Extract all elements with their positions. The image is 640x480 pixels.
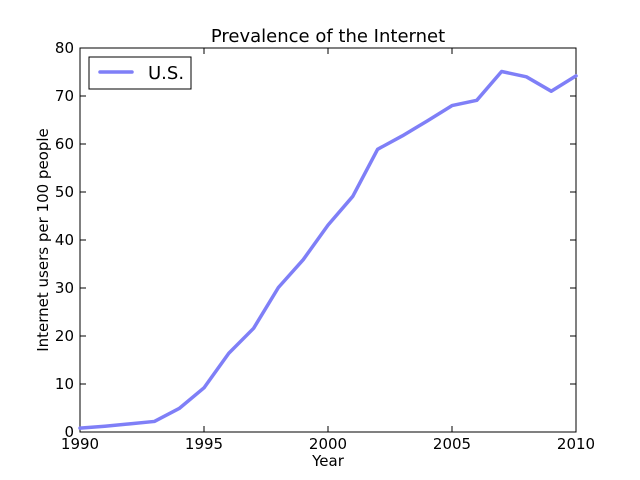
y-tick-label: 20 — [55, 327, 74, 345]
x-tick-label: 2005 — [433, 435, 471, 453]
plot-area: 1990 1995 2000 2005 2010 0 10 20 30 40 50 60 70 80 — [55, 39, 595, 453]
plot-frame — [79, 47, 577, 433]
x-tick-label: 1995 — [185, 435, 223, 453]
y-tick-label: 30 — [55, 279, 74, 297]
y-tick-label: 50 — [55, 183, 74, 201]
y-tick-label: 40 — [55, 231, 74, 249]
x-axis-label: Year — [311, 452, 345, 470]
series-layer — [78, 69, 578, 430]
y-axis-label: Internet users per 100 people — [34, 128, 52, 352]
legend-label-us: U.S. — [148, 63, 184, 84]
series-line-us — [78, 69, 578, 430]
y-tick-label: 10 — [55, 375, 74, 393]
y-tick-label: 0 — [64, 423, 74, 441]
chart-title: Prevalence of the Internet — [211, 26, 445, 47]
x-tick-label: 1990 — [61, 435, 99, 453]
x-tick-label: 2010 — [557, 435, 595, 453]
legend: U.S. — [88, 56, 192, 90]
y-tick-label: 80 — [55, 39, 74, 57]
y-axis: 0 10 20 30 40 50 60 70 80 — [55, 39, 576, 441]
y-tick-label: 70 — [55, 87, 74, 105]
x-tick-label: 2000 — [309, 435, 347, 453]
y-tick-label: 60 — [55, 135, 74, 153]
x-axis: 1990 1995 2000 2005 2010 — [61, 48, 595, 453]
